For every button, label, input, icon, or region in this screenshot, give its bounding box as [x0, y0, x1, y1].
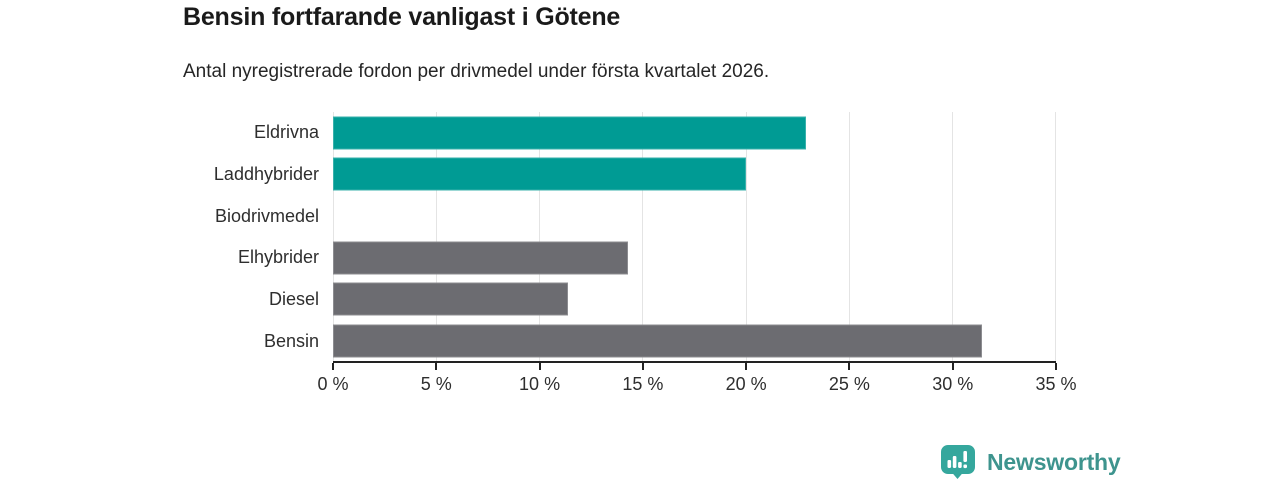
category-label: Bensin [263, 330, 319, 351]
tick-mark-25 [848, 363, 851, 370]
bar-track [333, 154, 1056, 196]
tick-label-15: 15 % [622, 374, 664, 394]
tick-mark-0 [332, 363, 334, 370]
category-label: Eldrivna [253, 122, 319, 143]
newsworthy-logo: Newsworthy [941, 445, 1121, 479]
tick-mark-10 [538, 363, 541, 370]
x-axis-line [333, 361, 1056, 363]
newsworthy-logo-text: Newsworthy [987, 448, 1121, 475]
gridline-layer [333, 112, 1056, 362]
bar-bensin [333, 324, 982, 358]
category-label: Diesel [268, 288, 319, 309]
bar-diesel [333, 282, 569, 316]
x-axis: 0 % 5 % 10 % 15 % 20 % 25 % 30 % 35 % [317, 361, 1077, 403]
bar-track [333, 279, 1056, 321]
chart-row: Bensin [0, 320, 1056, 362]
chart-row: Laddhybrider [0, 154, 1056, 196]
tick-mark-20 [745, 363, 748, 370]
category-label: Biodrivmedel [214, 205, 319, 226]
tick-label-25: 25 % [828, 374, 870, 394]
tick-label-5: 5 % [420, 374, 452, 394]
bar-chart: Eldrivna Laddhybrider Biodrivmedel Elhybrid… [0, 112, 1056, 362]
gridline-25 [848, 112, 850, 362]
chart-row: Diesel [0, 279, 1056, 321]
bar-track [333, 320, 1056, 362]
bar-laddhybrider [333, 157, 747, 191]
gridline-10 [539, 112, 541, 362]
chart-row: Eldrivna [0, 112, 1056, 154]
gridline-15 [642, 112, 644, 362]
tick-mark-30 [951, 363, 954, 370]
bar-track [333, 195, 1056, 237]
bar-track [333, 112, 1056, 154]
tick-mark-15 [641, 363, 644, 370]
tick-mark-35 [1055, 363, 1057, 370]
tick-label-35: 35 % [1035, 374, 1077, 394]
category-label: Laddhybrider [213, 163, 319, 184]
bar-elhybrider [333, 241, 629, 275]
gridline-5 [436, 112, 438, 362]
chart-subtitle: Antal nyregistrerade fordon per drivmede… [183, 61, 770, 82]
tick-mark-5 [435, 363, 438, 370]
bar-track [333, 237, 1056, 279]
bar-eldrivna [333, 116, 807, 150]
bar-rows: Eldrivna Laddhybrider Biodrivmedel Elhybrid… [0, 112, 1056, 362]
chart-row: Elhybrider [0, 237, 1056, 279]
chart-row: Biodrivmedel [0, 195, 1056, 237]
newsworthy-logo-icon [941, 445, 975, 479]
chart-title: Bensin fortfarande vanligast i Götene [183, 3, 621, 31]
gridline-20 [745, 112, 747, 362]
gridline-0 [333, 112, 334, 362]
tick-label-0: 0 % [317, 374, 349, 394]
category-label: Elhybrider [237, 247, 319, 268]
tick-label-30: 30 % [932, 374, 974, 394]
tick-label-20: 20 % [725, 374, 767, 394]
gridline-35 [1055, 112, 1056, 362]
gridline-30 [951, 112, 953, 362]
tick-label-10: 10 % [519, 374, 561, 394]
